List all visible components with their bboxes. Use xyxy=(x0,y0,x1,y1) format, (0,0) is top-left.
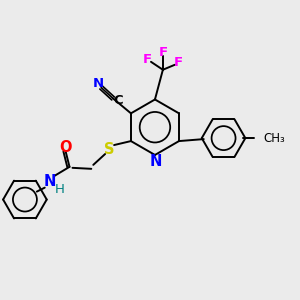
Text: N: N xyxy=(44,174,56,189)
Text: C: C xyxy=(113,94,123,107)
Text: S: S xyxy=(104,142,114,157)
Text: F: F xyxy=(174,56,183,69)
Text: H: H xyxy=(55,183,64,196)
Text: N: N xyxy=(93,77,104,90)
Text: O: O xyxy=(59,140,72,154)
Text: N: N xyxy=(150,154,162,169)
Text: F: F xyxy=(142,53,152,66)
Text: F: F xyxy=(158,46,167,59)
Text: CH₃: CH₃ xyxy=(263,132,285,145)
